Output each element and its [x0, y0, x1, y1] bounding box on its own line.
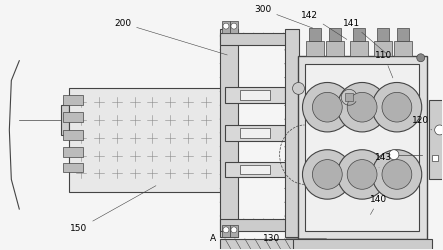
- Bar: [298, 56, 427, 239]
- Bar: [69, 88, 223, 192]
- Circle shape: [417, 54, 425, 62]
- Circle shape: [337, 150, 387, 199]
- Text: 140: 140: [370, 195, 388, 214]
- Bar: [222, 21, 230, 33]
- Circle shape: [382, 160, 412, 189]
- Bar: [377, 28, 389, 41]
- Bar: [394, 41, 412, 56]
- Bar: [63, 112, 83, 122]
- Circle shape: [223, 227, 229, 233]
- Circle shape: [292, 82, 304, 94]
- Bar: [230, 21, 238, 33]
- Bar: [220, 239, 299, 250]
- Bar: [310, 28, 321, 41]
- Bar: [329, 28, 341, 41]
- Bar: [350, 41, 368, 56]
- Circle shape: [372, 150, 422, 199]
- Circle shape: [303, 82, 352, 132]
- Circle shape: [347, 92, 377, 122]
- Circle shape: [312, 160, 342, 189]
- Bar: [429, 100, 443, 180]
- Bar: [61, 105, 69, 135]
- Text: 141: 141: [342, 19, 387, 54]
- Bar: [307, 41, 324, 56]
- Bar: [220, 33, 290, 45]
- Bar: [353, 28, 365, 41]
- Circle shape: [435, 125, 443, 135]
- Bar: [306, 64, 419, 231]
- Bar: [225, 88, 284, 103]
- Text: A: A: [210, 234, 216, 243]
- Bar: [220, 29, 238, 237]
- Text: 143: 143: [375, 153, 392, 168]
- Text: 150: 150: [70, 186, 156, 233]
- Bar: [225, 162, 284, 178]
- Bar: [292, 239, 431, 250]
- Bar: [222, 225, 230, 237]
- Circle shape: [312, 92, 342, 122]
- Text: 200: 200: [114, 19, 227, 55]
- Circle shape: [337, 82, 387, 132]
- Bar: [431, 155, 438, 160]
- Circle shape: [382, 92, 412, 122]
- Bar: [345, 93, 353, 101]
- Circle shape: [303, 150, 352, 199]
- Circle shape: [223, 23, 229, 29]
- Text: 120: 120: [412, 116, 431, 130]
- Bar: [225, 125, 284, 141]
- Bar: [240, 90, 270, 100]
- Bar: [63, 130, 83, 140]
- Circle shape: [372, 82, 422, 132]
- Text: 110: 110: [375, 51, 393, 78]
- Bar: [220, 219, 290, 231]
- Text: 130: 130: [263, 234, 326, 243]
- Bar: [63, 147, 83, 157]
- Bar: [240, 128, 270, 138]
- Bar: [63, 95, 83, 105]
- Bar: [397, 28, 409, 41]
- Bar: [230, 225, 238, 237]
- Bar: [326, 41, 344, 56]
- Bar: [284, 29, 299, 237]
- Bar: [63, 162, 83, 172]
- Bar: [374, 41, 392, 56]
- Circle shape: [231, 227, 237, 233]
- Circle shape: [389, 150, 399, 160]
- Circle shape: [231, 23, 237, 29]
- Text: 300: 300: [254, 5, 313, 28]
- Circle shape: [347, 160, 377, 189]
- Text: 142: 142: [301, 11, 347, 40]
- Bar: [240, 164, 270, 174]
